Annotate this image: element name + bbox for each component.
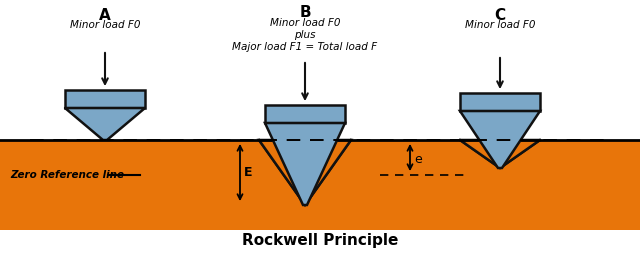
Polygon shape	[259, 140, 351, 205]
Polygon shape	[65, 108, 145, 140]
Polygon shape	[265, 123, 345, 205]
Text: plus: plus	[294, 30, 316, 40]
Text: Minor load F0: Minor load F0	[70, 20, 140, 30]
Text: Minor load F0: Minor load F0	[269, 18, 340, 28]
Bar	[265, 105, 345, 123]
Text: e: e	[414, 153, 422, 166]
Polygon shape	[460, 140, 540, 168]
Text: Major load F1 = Total load F: Major load F1 = Total load F	[232, 42, 378, 52]
Text: Rockwell Principle: Rockwell Principle	[242, 233, 398, 248]
Bar	[65, 90, 145, 108]
Text: A: A	[99, 8, 111, 23]
Text: B: B	[299, 5, 311, 20]
Bar	[460, 93, 540, 111]
Text: E: E	[244, 166, 253, 179]
Polygon shape	[460, 111, 540, 168]
Bar	[0, 140, 640, 230]
Text: C: C	[495, 8, 506, 23]
Text: Zero Reference line: Zero Reference line	[10, 170, 124, 180]
Text: Minor load F0: Minor load F0	[465, 20, 535, 30]
